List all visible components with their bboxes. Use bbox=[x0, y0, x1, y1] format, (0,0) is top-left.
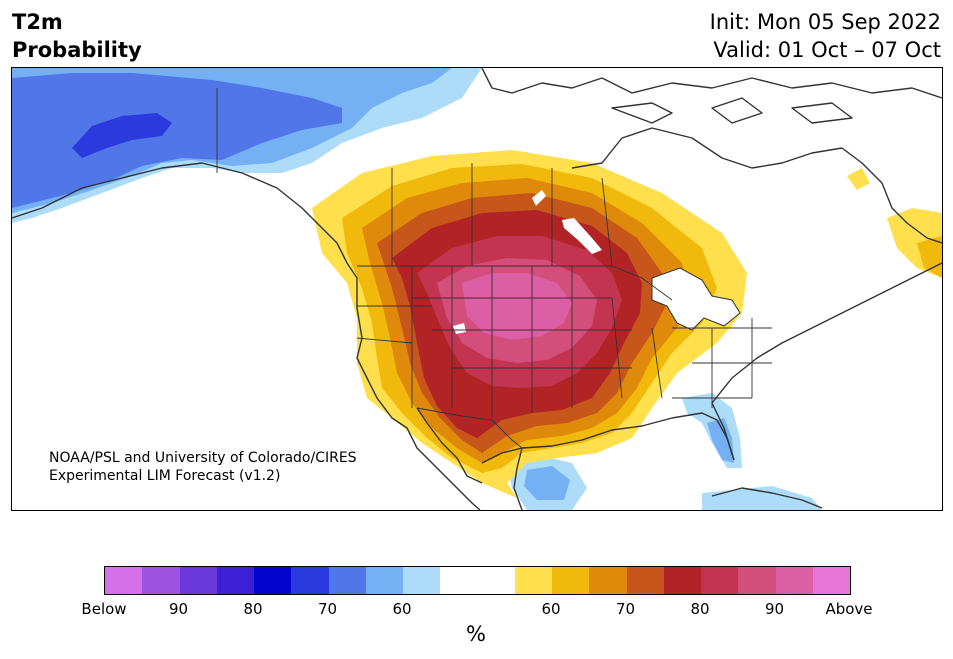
great-salt-lake bbox=[453, 323, 466, 334]
forecast-dates: Init: Mon 05 Sep 2022 Valid: 01 Oct – 07… bbox=[710, 8, 941, 64]
probability-map-svg bbox=[12, 68, 942, 510]
colorbar-tick-label: 70 bbox=[615, 600, 636, 618]
border-states-mid bbox=[412, 297, 663, 399]
colorbar-swatch bbox=[626, 567, 664, 594]
coastline-gulf bbox=[481, 412, 735, 464]
colorbar-swatch bbox=[812, 567, 850, 594]
colorbar-swatch bbox=[552, 567, 590, 594]
colorbar-tick-label: 90 bbox=[168, 600, 189, 618]
colorbar-swatch bbox=[775, 567, 813, 594]
colorbar-tick-label: 80 bbox=[690, 600, 710, 618]
coastline-cuba bbox=[711, 487, 823, 509]
forecast-map bbox=[11, 67, 943, 511]
coastline-arctic bbox=[481, 68, 942, 99]
colorbar-swatch bbox=[514, 567, 552, 594]
colorbar-swatch bbox=[403, 567, 441, 594]
coastline-baja bbox=[416, 407, 483, 484]
colorbar-tick-label: Above bbox=[825, 600, 873, 618]
colorbar-swatch bbox=[142, 567, 180, 594]
colorbar-swatch bbox=[738, 567, 776, 594]
colorbar-tick-label: Below bbox=[81, 600, 127, 618]
colorbar-tick-label: 60 bbox=[392, 600, 412, 618]
colorbar-tick-label: 90 bbox=[764, 600, 785, 618]
border-states-east bbox=[672, 318, 772, 408]
colorbar-swatch bbox=[254, 567, 292, 594]
warm-region-quebec-spot bbox=[847, 168, 870, 190]
product-label: Probability bbox=[12, 38, 142, 62]
cold-region-alaska-high bbox=[12, 73, 342, 208]
coastlines bbox=[12, 68, 942, 510]
border-states-west bbox=[356, 266, 573, 418]
cold-region-florida-mid bbox=[707, 418, 734, 463]
colorbar-swatch bbox=[365, 567, 403, 594]
credit-line-1: NOAA/PSL and University of Colorado/CIRE… bbox=[49, 450, 357, 466]
colorbar-swatch bbox=[701, 567, 739, 594]
lake-winnipeg bbox=[562, 218, 602, 254]
cold-region-alaska-max bbox=[72, 113, 172, 158]
colorbar-swatch bbox=[440, 567, 478, 594]
warm-region-90-core bbox=[492, 296, 540, 330]
coastline-labrador bbox=[841, 147, 942, 244]
coastline-atlantic bbox=[711, 262, 942, 461]
colorbar-tick-label: 80 bbox=[243, 600, 263, 618]
colorbar-swatch bbox=[291, 567, 329, 594]
colorbar-swatch bbox=[179, 567, 217, 594]
init-date: Init: Mon 05 Sep 2022 bbox=[709, 10, 941, 34]
credit-line-2: Experimental LIM Forecast (v1.2) bbox=[49, 468, 281, 484]
forecast-credit: NOAA/PSL and University of Colorado/CIRE… bbox=[49, 449, 357, 485]
colorbar-swatch bbox=[663, 567, 701, 594]
colorbar-swatch bbox=[589, 567, 627, 594]
colorbar-swatch bbox=[216, 567, 254, 594]
border-us-mexico bbox=[416, 407, 523, 449]
map-title: T2m Probability bbox=[12, 8, 142, 64]
border-us-canada bbox=[357, 265, 673, 301]
border-canada-provinces bbox=[391, 163, 613, 267]
probability-colorbar bbox=[104, 566, 851, 595]
coastline-hudson-bay bbox=[571, 127, 843, 169]
small-lake bbox=[532, 190, 546, 206]
warm-region-newfoundland bbox=[917, 236, 942, 278]
colorbar-swatch bbox=[105, 567, 143, 594]
colorbar-tick-label: 60 bbox=[541, 600, 561, 618]
colorbar-unit-label: % bbox=[466, 622, 486, 646]
valid-range: Valid: 01 Oct – 07 Oct bbox=[713, 38, 941, 62]
variable-label: T2m bbox=[12, 10, 63, 34]
coastline-alaska-south bbox=[12, 162, 338, 244]
coastline-west bbox=[336, 242, 481, 510]
coastline-islands-north bbox=[611, 97, 853, 124]
cold-region-caribbean bbox=[702, 486, 822, 510]
coastline-mexico-east bbox=[513, 447, 523, 510]
cold-region-mexico-mid bbox=[524, 466, 570, 500]
colorbar-tick-label: 70 bbox=[317, 600, 338, 618]
state-borders bbox=[216, 88, 772, 449]
colorbar-swatch bbox=[477, 567, 515, 594]
colorbar-swatch bbox=[328, 567, 366, 594]
great-lakes bbox=[651, 267, 741, 331]
